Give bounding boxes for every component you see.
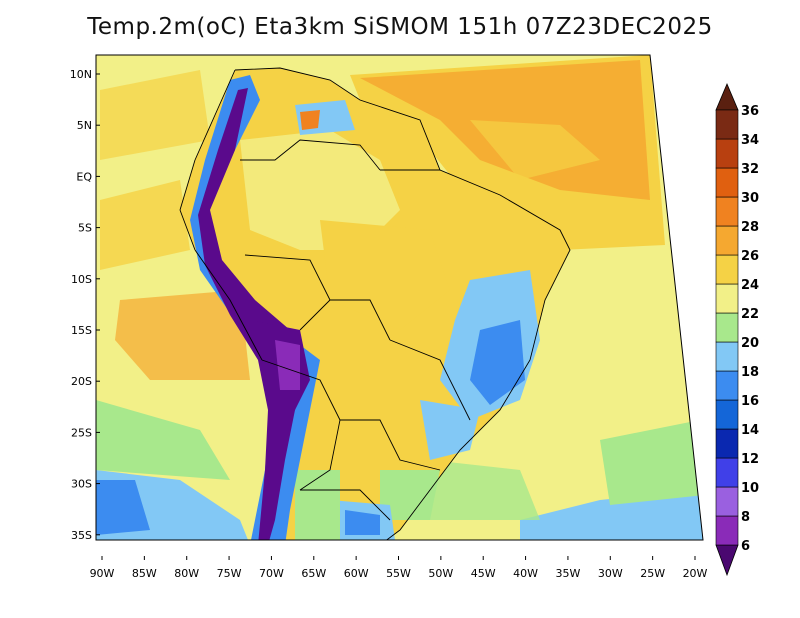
lon-tick-label: 40W (513, 567, 538, 580)
colorbar-segment (715, 486, 739, 517)
lon-tick-label: 30W (598, 567, 623, 580)
colorbar-segment (715, 167, 739, 198)
colorbar-label: 30 (741, 191, 759, 206)
lat-tick-label: 35S (71, 529, 92, 542)
colorbar-segment (715, 196, 739, 227)
colorbar-label: 24 (741, 278, 759, 293)
lon-tick-label: 70W (259, 567, 284, 580)
colorbar-segment (715, 370, 739, 401)
lon-tick-label: 60W (344, 567, 369, 580)
lon-tick-label: 25W (640, 567, 665, 580)
colorbar-label: 16 (741, 394, 759, 409)
lat-tick-label: EQ (76, 170, 92, 183)
colorbar-segment (715, 457, 739, 488)
colorbar-segment (715, 109, 739, 140)
colorbar-segment (715, 283, 739, 314)
latitude-axis: 10N 5N EQ 5S 10S 15S 20S 25S 30S 35S (70, 68, 100, 542)
colorbar-min-arrow (715, 544, 739, 577)
lat-tick-label: 5N (77, 119, 92, 132)
lat-tick-label: 5S (78, 222, 92, 235)
map-frame (95, 54, 704, 541)
lon-tick-label: 35W (555, 567, 580, 580)
colorbar-segment (715, 254, 739, 285)
lat-tick-label: 30S (71, 478, 92, 491)
colorbar-label: 6 (741, 539, 750, 554)
lon-tick-label: 20W (683, 567, 708, 580)
colorbar-label: 12 (741, 452, 759, 467)
south-america-land (180, 68, 570, 540)
lon-tick-label: 90W (90, 567, 115, 580)
lon-tick-label: 80W (174, 567, 199, 580)
lat-tick-label: 25S (71, 426, 92, 439)
colorbar-label: 10 (741, 481, 759, 496)
longitude-axis: 90W 85W 80W 75W 70W 65W 60W 55W 50W 45W 40W 35W 30W 2… (90, 556, 708, 580)
colorbar-label: 20 (741, 336, 759, 351)
lat-tick-label: 20S (71, 375, 92, 388)
lat-tick-label: 10S (71, 273, 92, 286)
colorbar-segment (715, 225, 739, 256)
colorbar-segment (715, 138, 739, 169)
lon-tick-label: 75W (217, 567, 242, 580)
map-title: Temp.2m(oC) Eta3km SiSMOM 151h 07Z23DEC2… (87, 14, 713, 40)
colorbar-label: 36 (741, 104, 759, 119)
colorbar: 6 8 10 12 14 16 18 20 22 24 26 28 30 32 34 36 (715, 82, 759, 577)
lat-tick-label: 10N (70, 68, 92, 81)
colorbar-segment (715, 312, 739, 343)
lat-tick-label: 15S (71, 324, 92, 337)
colorbar-segment (715, 515, 739, 546)
colorbar-segment (715, 428, 739, 459)
lon-tick-label: 45W (471, 567, 496, 580)
colorbar-label: 34 (741, 133, 759, 148)
colorbar-max-arrow (715, 82, 739, 111)
lon-tick-label: 55W (386, 567, 411, 580)
colorbar-segment (715, 341, 739, 372)
colorbar-label: 32 (741, 162, 759, 177)
lon-tick-label: 50W (428, 567, 453, 580)
colorbar-label: 18 (741, 365, 759, 380)
colorbar-label: 28 (741, 220, 759, 235)
colorbar-label: 8 (741, 510, 750, 525)
colorbar-label: 22 (741, 307, 759, 322)
colorbar-label: 14 (741, 423, 759, 438)
lon-tick-label: 85W (132, 567, 157, 580)
lon-tick-label: 65W (301, 567, 326, 580)
colorbar-label: 26 (741, 249, 759, 264)
colorbar-segment (715, 399, 739, 430)
political-borders (179, 67, 571, 540)
